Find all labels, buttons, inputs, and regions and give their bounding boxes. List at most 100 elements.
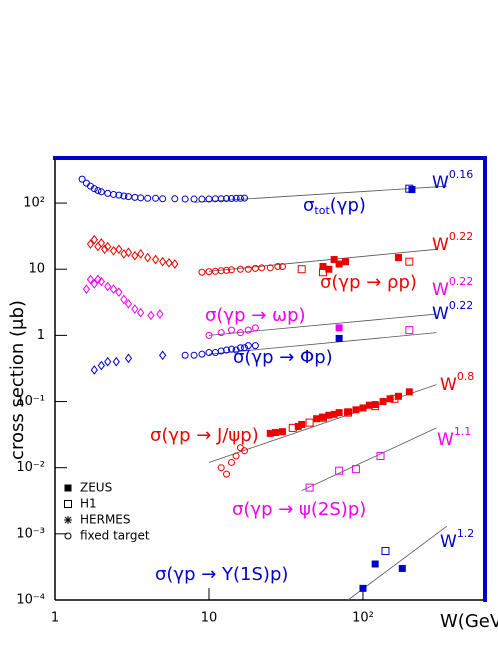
marker xyxy=(244,326,252,334)
annotation-text: σ xyxy=(303,195,314,216)
marker xyxy=(251,342,259,350)
marker xyxy=(115,287,123,297)
marker xyxy=(318,268,327,277)
marker xyxy=(120,192,128,200)
annotation-text: σ(γp → ψ(2S)p) xyxy=(232,499,366,520)
marker xyxy=(181,351,189,359)
marker xyxy=(124,298,133,309)
annotation: σ(γp → Φp) xyxy=(233,347,333,368)
marker xyxy=(223,266,231,274)
marker xyxy=(376,452,385,461)
legend-label: ZEUS xyxy=(80,481,112,495)
marker xyxy=(305,483,314,492)
marker xyxy=(359,584,367,592)
marker xyxy=(112,356,120,367)
annotation: σtot(γp) xyxy=(303,195,366,217)
marker xyxy=(274,262,282,270)
marker xyxy=(131,304,139,314)
marker xyxy=(381,547,390,556)
fit-label-base: W xyxy=(432,235,449,255)
marker xyxy=(86,239,95,249)
marker xyxy=(97,238,105,248)
marker xyxy=(266,429,274,437)
marker xyxy=(352,406,360,414)
annotation: σ(γp → Υ(1S)p) xyxy=(155,564,288,585)
marker xyxy=(319,413,327,421)
fit-label-base: W xyxy=(432,173,449,193)
marker xyxy=(394,254,402,262)
fit-label: W0.22 xyxy=(432,275,473,300)
marker xyxy=(171,195,179,203)
marker xyxy=(190,195,198,203)
legend-marker xyxy=(64,500,72,508)
marker xyxy=(217,347,225,355)
marker xyxy=(227,266,235,274)
marker xyxy=(147,310,155,321)
marker xyxy=(405,388,413,396)
marker xyxy=(344,408,353,417)
fit-line xyxy=(194,185,447,203)
y-tick-label: 1 xyxy=(37,328,45,343)
fit-label-base: W xyxy=(440,375,457,395)
marker xyxy=(344,408,352,416)
y-tick-label: 10² xyxy=(23,196,45,211)
annotation-sub: tot xyxy=(314,204,330,217)
y-tick-label: 10⁻² xyxy=(16,460,45,475)
fit-label-base: W xyxy=(432,304,449,324)
marker xyxy=(335,260,343,268)
marker xyxy=(405,184,414,193)
fit-label-exponent: 0.16 xyxy=(449,168,474,181)
marker xyxy=(236,194,244,202)
marker xyxy=(217,329,225,337)
marker xyxy=(318,413,327,422)
marker xyxy=(240,194,248,202)
annotation: σ(γp → ρp) xyxy=(320,272,417,293)
marker xyxy=(330,256,338,264)
fit-label-base: W xyxy=(432,280,449,300)
marker xyxy=(100,244,109,255)
fit-line xyxy=(208,332,437,355)
fit-label-base: W xyxy=(437,430,454,450)
marker xyxy=(137,194,145,202)
y-tick-label: 10⁻⁴ xyxy=(16,593,45,608)
marker xyxy=(181,195,189,203)
marker xyxy=(365,401,373,409)
marker xyxy=(198,195,206,203)
fit-label-exponent: 1.2 xyxy=(457,527,475,540)
marker xyxy=(278,428,286,436)
marker xyxy=(386,395,394,403)
legend-marker xyxy=(64,532,72,540)
fit-label-exponent: 0.22 xyxy=(449,275,474,288)
fit-label: W1.1 xyxy=(437,425,471,450)
marker xyxy=(159,350,167,361)
marker xyxy=(330,410,338,418)
marker xyxy=(115,191,123,199)
marker xyxy=(205,331,213,339)
marker xyxy=(313,415,321,423)
marker xyxy=(104,356,112,367)
marker xyxy=(90,185,98,193)
annotation-after: (γp) xyxy=(330,195,366,216)
marker xyxy=(86,274,95,285)
y-tick-label: 10 xyxy=(28,262,45,277)
marker xyxy=(405,326,414,335)
annotation-text: σ(γp → J/ψp) xyxy=(150,425,259,446)
marker xyxy=(110,190,118,198)
marker xyxy=(227,345,235,353)
marker xyxy=(405,257,414,266)
marker xyxy=(325,411,333,419)
marker xyxy=(278,262,286,270)
marker xyxy=(319,262,327,270)
marker xyxy=(342,258,350,266)
fit-label-exponent: 1.1 xyxy=(454,425,472,438)
legend-label: H1 xyxy=(80,497,97,511)
marker xyxy=(156,309,164,319)
marker xyxy=(335,466,344,475)
marker xyxy=(165,257,173,268)
marker xyxy=(390,394,399,403)
marker xyxy=(104,281,112,292)
marker xyxy=(394,392,402,400)
marker xyxy=(227,326,235,334)
marker xyxy=(223,346,231,354)
